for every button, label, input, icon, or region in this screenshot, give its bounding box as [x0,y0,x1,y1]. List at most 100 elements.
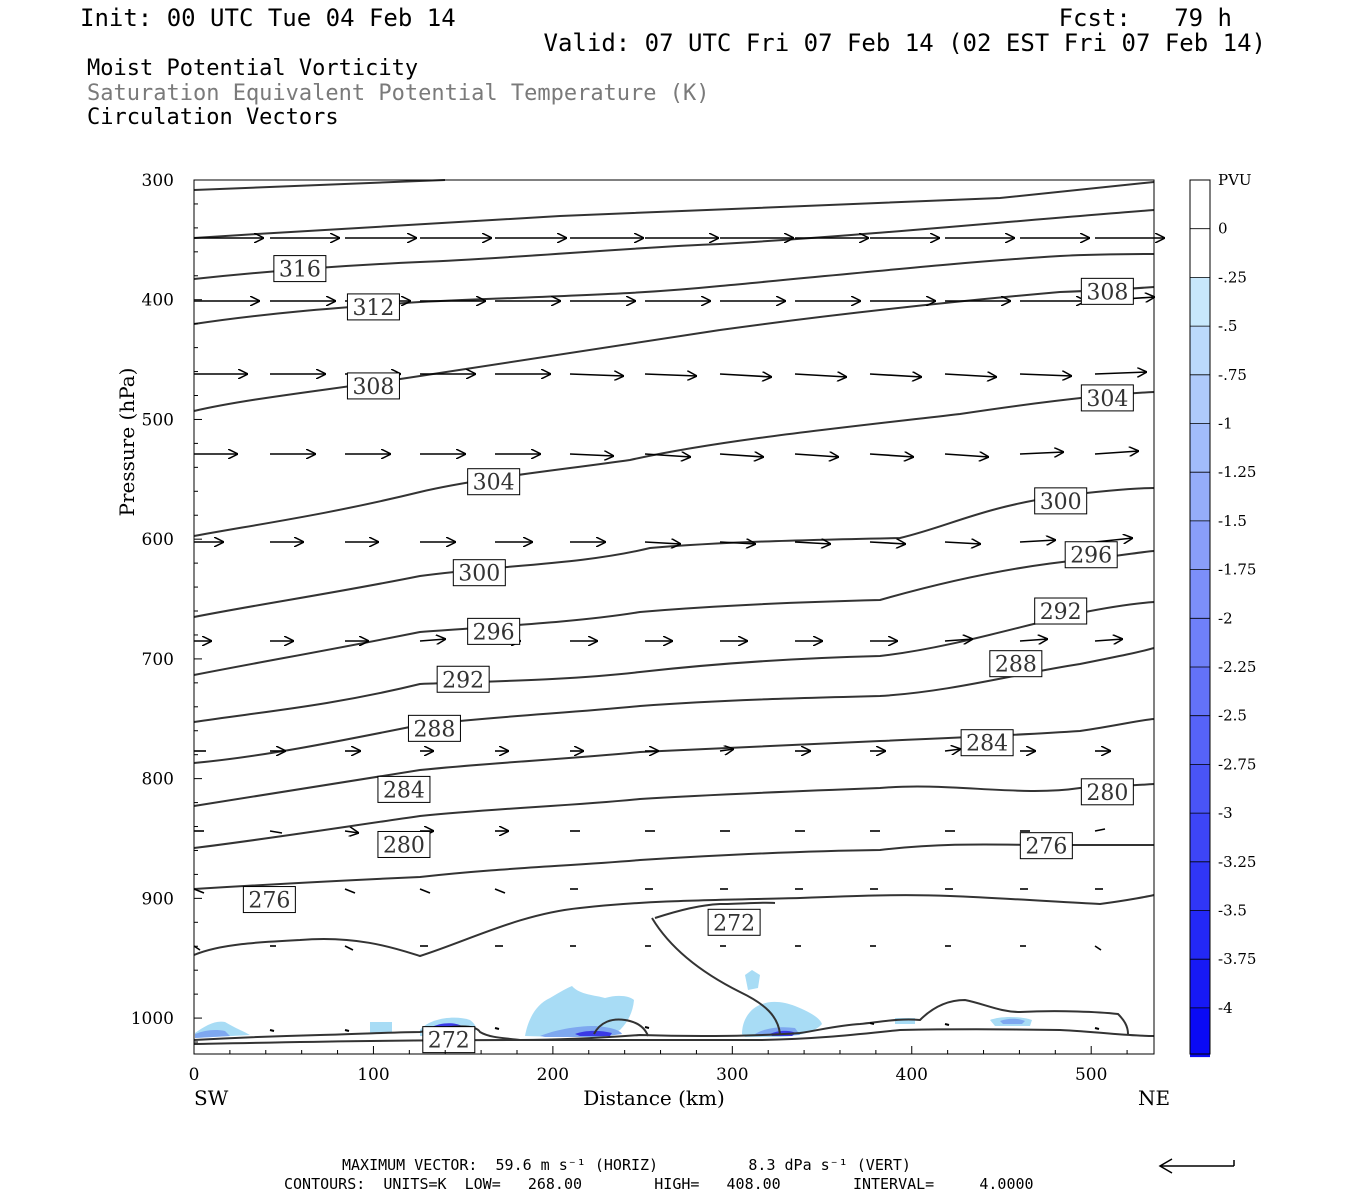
circulation-vector [944,639,973,641]
x-end-right-label: NE [1138,1086,1170,1110]
y-tick-label: 400 [142,291,174,311]
contour-label: 272 [713,911,755,936]
contour-label-box [989,650,1043,678]
circulation-vector [569,374,624,376]
colorbar-segment [1190,1007,1210,1058]
circulation-vector [644,542,681,544]
colorbar-label: -1.75 [1218,561,1256,579]
colorbar-label: -2 [1218,609,1233,627]
colorbar-segment [1190,326,1210,376]
contour-label: 308 [1086,280,1128,305]
circulation-vector [944,749,961,751]
contour-label-box [273,255,327,283]
contour-label: 288 [995,653,1037,678]
circulation-vector [944,454,989,457]
contour-label: 292 [442,668,484,693]
colorbar-label: -3.25 [1218,853,1256,871]
contour-label: 284 [966,732,1008,757]
circulation-vector [1094,945,1102,951]
contour-label: 296 [473,620,515,645]
contour-label: 276 [248,889,290,914]
y-tick-label: 1000 [131,1009,174,1029]
contour-label-box [960,729,1014,757]
colorbar-unit: PVU [1218,171,1252,189]
contour-label: 300 [458,562,500,587]
contour-label: 292 [1040,600,1082,625]
circulation-vector [569,454,614,456]
x-tick-label: 400 [896,1065,928,1085]
colorbar-segment [1190,472,1210,522]
colorbar-label: -3.5 [1218,902,1247,920]
colorbar-label: -.25 [1218,268,1247,286]
contour-line [593,1018,649,1037]
contour-line [193,179,446,191]
circulation-vector [1094,639,1123,641]
contour-line [193,286,1155,412]
colorbar-label: -2.75 [1218,755,1256,773]
circulation-vector [344,888,356,894]
contour-line [193,391,1155,537]
colorbar-label: 0 [1218,220,1228,238]
contour-label-box [436,665,490,693]
pv-shading [195,970,1032,1038]
contour-line [193,487,1155,618]
colorbar-segment [1190,959,1210,1009]
colorbar-segment [1190,520,1210,571]
circulation-vector [719,454,764,457]
circulation-vector [869,374,922,377]
circulation-vectors [193,238,1165,1032]
x-end-left-label: SW [194,1086,229,1110]
circulation-vector [869,542,906,544]
init-time: Init: 00 UTC Tue 04 Feb 14 [80,4,456,32]
pv-shade-region [195,1030,230,1038]
pv-shade-region [1000,1018,1025,1024]
colorbar-label: -1 [1218,415,1233,433]
circulation-vector [1019,639,1048,641]
circulation-vector [269,1029,275,1032]
circulation-vector [794,542,831,544]
circulation-vector [494,888,506,894]
circulation-vector [794,454,839,457]
contour-line [193,253,1155,325]
contour-line [193,718,1155,807]
contour-label-box [1080,384,1134,412]
contour-label-box [1064,541,1118,569]
contour-label-box [467,617,521,645]
colorbar-segment [1190,277,1210,327]
x-tick-label: 100 [357,1065,389,1085]
contour-label-box [1019,832,1073,860]
colorbar-segment [1190,374,1210,424]
circulation-vector [944,374,997,377]
theta-es-contours [193,179,1155,1045]
circulation-vector [269,830,283,834]
x-axis-label: Distance (km) [583,1086,725,1110]
circulation-vector [644,1026,650,1029]
contour-label-box [377,830,431,858]
contour-label: 280 [383,833,425,858]
colorbar-label: -2.25 [1218,658,1256,676]
contour-label-box [422,1026,476,1054]
contour-label-box [1080,277,1134,305]
y-tick-label: 800 [142,770,174,790]
contour-label-box [1080,778,1134,806]
valid-time: Valid: 07 UTC Fri 07 Feb 14 (02 EST Fri … [543,29,1266,57]
y-tick-label: 700 [142,650,174,670]
contour-label: 316 [279,258,321,283]
field-title-vectors: Circulation Vectors [87,105,339,130]
contour-labels: 316 312 308 308 304 304 300 300 296 296 292 292 288 2… [242,255,1134,1054]
contour-line [193,894,1155,958]
pv-shade-region [742,1001,822,1037]
colorbar: PVU 0 -.25 -.5 -.75 -1 -1.25 -1.5 -1.75 -2 -2.25 -2… [1189,171,1256,1058]
contour-line [193,783,1155,849]
colorbar-label: -3 [1218,804,1233,822]
circulation-vector [193,888,205,894]
pv-shade-region [370,1022,392,1033]
field-title-theta-es: Saturation Equivalent Potential Temperat… [87,81,710,106]
contour-line [193,209,1155,280]
circulation-vector [869,1022,875,1025]
contour-label: 276 [1025,835,1067,860]
reference-vector [1158,1158,1235,1174]
contour-label-box [1034,487,1088,515]
circulation-vector [494,1027,500,1030]
